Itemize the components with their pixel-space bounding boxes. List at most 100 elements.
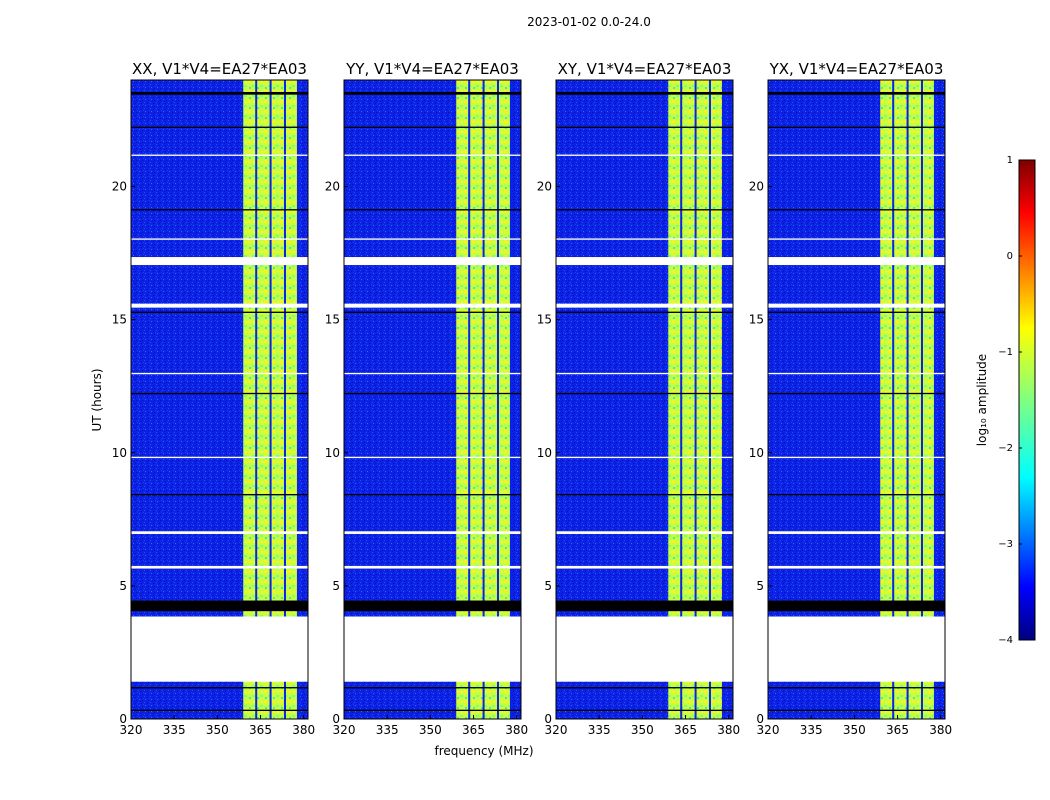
x-axis-label: frequency (MHz) bbox=[434, 744, 533, 758]
y-tick-label: 20 bbox=[537, 180, 552, 194]
x-tick-label: 335 bbox=[376, 723, 399, 737]
blank-row bbox=[768, 616, 945, 682]
flagged-row bbox=[344, 91, 521, 95]
x-tick-label: 320 bbox=[545, 723, 568, 737]
blank-row bbox=[768, 456, 945, 459]
flagged-row bbox=[768, 709, 945, 712]
x-tick-label: 335 bbox=[163, 723, 186, 737]
flagged-row bbox=[344, 600, 521, 612]
blank-row bbox=[344, 531, 521, 534]
x-tick-label: 380 bbox=[929, 723, 952, 737]
flagged-row bbox=[768, 687, 945, 689]
x-tick-label: 380 bbox=[717, 723, 740, 737]
flagged-row bbox=[344, 709, 521, 712]
channel-edge bbox=[694, 80, 697, 719]
y-axis-label: UT (hours) bbox=[90, 368, 104, 431]
flagged-row bbox=[768, 600, 945, 612]
x-tick-label: 335 bbox=[588, 723, 611, 737]
y-tick-label: 20 bbox=[112, 180, 127, 194]
y-tick-label: 10 bbox=[325, 446, 340, 460]
blank-row bbox=[344, 257, 521, 266]
blank-row bbox=[556, 565, 733, 569]
panel-1: XX, V1*V4=EA27*EA03 320 335 350 365 380 0 5 10 15… bbox=[112, 60, 315, 737]
flagged-row bbox=[131, 126, 308, 128]
flagged-row bbox=[556, 311, 733, 313]
x-tick-label: 380 bbox=[505, 723, 528, 737]
axes-frame bbox=[767, 79, 946, 720]
flagged-row bbox=[556, 494, 733, 496]
y-tick-label: 10 bbox=[112, 446, 127, 460]
blank-row bbox=[344, 565, 521, 569]
y-tick-label: 20 bbox=[749, 180, 764, 194]
blank-row bbox=[556, 257, 733, 266]
y-tick-label: 5 bbox=[756, 579, 764, 593]
flagged-row bbox=[556, 209, 733, 211]
y-tick-label: 5 bbox=[119, 579, 127, 593]
y-tick-label: 0 bbox=[756, 712, 764, 726]
x-tick-label: 350 bbox=[631, 723, 654, 737]
colorbar-tick-label: 1 bbox=[1007, 155, 1013, 166]
blank-row bbox=[768, 257, 945, 266]
flagged-row bbox=[131, 494, 308, 496]
blank-row bbox=[344, 154, 521, 156]
channel-edge bbox=[468, 80, 471, 719]
blank-row bbox=[556, 303, 733, 308]
colorbar-tick-label: −2 bbox=[998, 443, 1013, 454]
blank-row bbox=[768, 303, 945, 308]
colorbar: 1 0 −1 −2 −3 −4 log₁₀ amplitude bbox=[975, 155, 1036, 646]
channel-edge bbox=[482, 80, 485, 719]
panel-title: YX, V1*V4=EA27*EA03 bbox=[769, 60, 944, 78]
panel-2: YY, V1*V4=EA27*EA03 320 335 350 365 380 0 5 10 15… bbox=[325, 60, 528, 737]
x-tick-label: 320 bbox=[120, 723, 143, 737]
blank-row bbox=[344, 616, 521, 682]
blank-row bbox=[131, 565, 308, 569]
panels: XX, V1*V4=EA27*EA03 320 335 350 365 380 0 5 10 15… bbox=[112, 60, 952, 737]
panel-4: YX, V1*V4=EA27*EA03 320 335 350 365 380 0 5 10 15… bbox=[749, 60, 952, 737]
channel-edge bbox=[721, 80, 724, 719]
x-tick-label: 365 bbox=[462, 723, 485, 737]
colorbar-ticks: 1 0 −1 −2 −3 −4 bbox=[998, 155, 1022, 646]
flagged-row bbox=[556, 392, 733, 395]
flagged-row bbox=[344, 126, 521, 128]
channel-edge bbox=[496, 80, 499, 719]
x-tick-label: 350 bbox=[843, 723, 866, 737]
y-tick-label: 15 bbox=[537, 313, 552, 327]
x-tick-label: 380 bbox=[292, 723, 315, 737]
channel-edge bbox=[680, 80, 683, 719]
panel-title: XY, V1*V4=EA27*EA03 bbox=[558, 60, 732, 78]
blank-row bbox=[768, 238, 945, 240]
channel-edge bbox=[933, 80, 936, 719]
channel-edge bbox=[283, 80, 286, 719]
flagged-row bbox=[768, 91, 945, 95]
flagged-row bbox=[131, 392, 308, 395]
figure-suptitle: 2023-01-02 0.0-24.0 bbox=[527, 15, 651, 29]
y-tick-label: 10 bbox=[749, 446, 764, 460]
flagged-row bbox=[344, 311, 521, 313]
channel-edge bbox=[296, 80, 299, 719]
y-tick-label: 15 bbox=[749, 313, 764, 327]
panel-title: YY, V1*V4=EA27*EA03 bbox=[345, 60, 519, 78]
flagged-row bbox=[556, 687, 733, 689]
flagged-row bbox=[768, 392, 945, 395]
channel-edge bbox=[920, 80, 923, 719]
blank-row bbox=[768, 154, 945, 156]
channel-edge bbox=[892, 80, 895, 719]
blank-row bbox=[556, 616, 733, 682]
blank-row bbox=[768, 565, 945, 569]
channel-edge bbox=[255, 80, 258, 719]
channel-edge bbox=[509, 80, 512, 719]
colorbar-tick-label: 0 bbox=[1007, 251, 1013, 262]
flagged-row bbox=[556, 126, 733, 128]
flagged-row bbox=[344, 494, 521, 496]
flagged-row bbox=[344, 209, 521, 211]
x-tick-label: 335 bbox=[800, 723, 823, 737]
y-tick-label: 10 bbox=[537, 446, 552, 460]
y-tick-label: 15 bbox=[325, 313, 340, 327]
blank-row bbox=[556, 154, 733, 156]
blank-row bbox=[131, 303, 308, 308]
flagged-row bbox=[131, 600, 308, 612]
x-tick-label: 365 bbox=[886, 723, 909, 737]
y-tick-label: 5 bbox=[544, 579, 552, 593]
colorbar-label: log₁₀ amplitude bbox=[975, 354, 989, 446]
panel-3: XY, V1*V4=EA27*EA03 320 335 350 365 380 0 5 10 15… bbox=[537, 60, 740, 737]
